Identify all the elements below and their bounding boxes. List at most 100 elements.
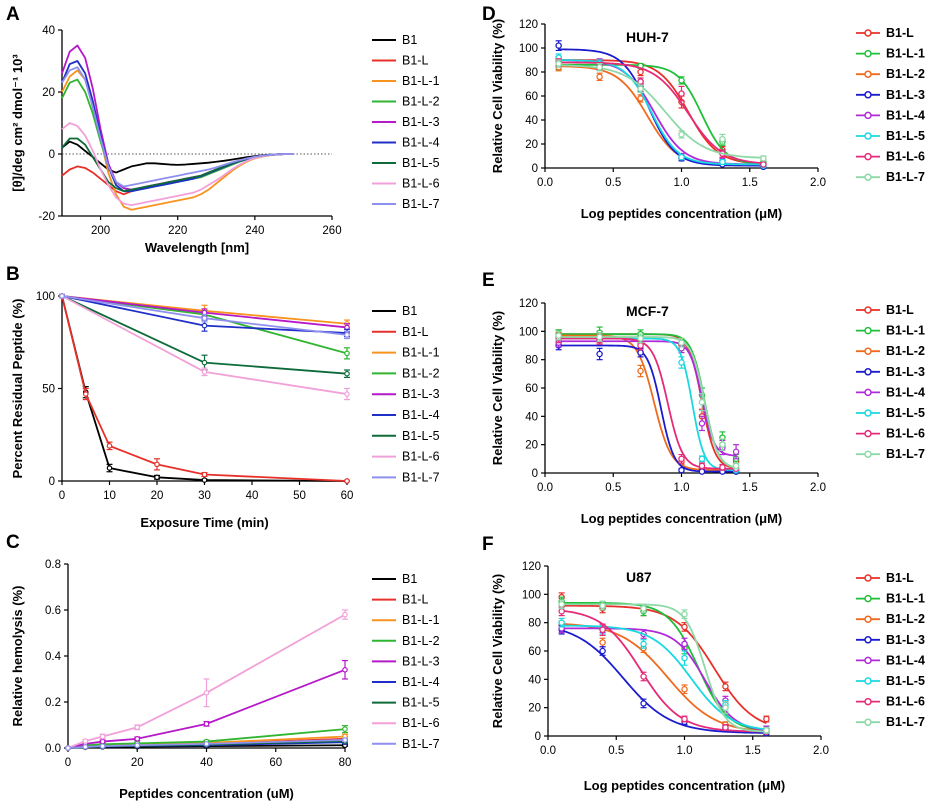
legend-label-b1-l-6: B1-L-6 xyxy=(886,427,925,441)
legend-label-b1-l-7: B1-L-7 xyxy=(886,170,925,184)
legend-marker-b1-l-5 xyxy=(864,409,872,417)
y-tick-label: 0.6 xyxy=(45,605,61,617)
legend-marker-b1-l-4 xyxy=(864,111,872,120)
data-point-b1-l-7 xyxy=(681,610,688,618)
data-point-b1-l-7 xyxy=(760,155,767,162)
data-point-b1-l-6 xyxy=(599,626,606,634)
y-tick-label: 120 xyxy=(522,561,541,573)
y-axis-title: Relative hemolysis (%) xyxy=(10,586,25,727)
x-tick-label: 2.0 xyxy=(810,177,826,189)
y-tick-label: 20 xyxy=(42,87,55,99)
data-point-b1-l-7 xyxy=(698,398,706,406)
legend-label-b1-l: B1-L xyxy=(886,26,914,40)
data-point-b1-l-6 xyxy=(342,611,348,618)
y-tick-label: 0.0 xyxy=(45,743,61,755)
x-tick-label: 0.5 xyxy=(605,177,621,189)
x-axis-title: Log peptides concentration (μM) xyxy=(581,511,783,526)
data-point-b1-l-6 xyxy=(637,78,644,85)
data-point-b1 xyxy=(106,465,113,471)
x-tick-label: 0.0 xyxy=(540,745,556,757)
legend-marker-b1-l-3 xyxy=(864,368,872,376)
data-point-b1-l-7 xyxy=(640,605,647,612)
data-point-b1-l-5 xyxy=(201,359,208,366)
fit-curve-b1-l-3 xyxy=(558,344,737,473)
data-point-b1-l-6 xyxy=(722,724,729,731)
data-point-b1-l-1 xyxy=(678,77,685,84)
x-tick-label: 200 xyxy=(91,225,110,237)
legend-label-b1-l: B1-L xyxy=(886,303,914,317)
x-tick-label: 0.5 xyxy=(605,482,621,494)
x-axis-title: Exposure Time (min) xyxy=(140,515,268,530)
data-point-b1-l-4 xyxy=(732,448,740,455)
x-tick-label: 1.5 xyxy=(745,745,761,757)
data-point-b1-l-6 xyxy=(558,608,565,615)
x-tick-label: 1.0 xyxy=(677,745,693,757)
y-tick-label: 40 xyxy=(525,411,538,423)
data-point-b1-l xyxy=(637,68,644,76)
x-axis-title: Peptides concentration (uM) xyxy=(119,786,294,801)
x-tick-label: 240 xyxy=(245,225,264,237)
data-point-b1-l-7 xyxy=(678,131,685,138)
fit-curve-b1-l-7 xyxy=(558,64,764,159)
fit-curve-b1-l xyxy=(561,604,767,725)
x-tick-label: 260 xyxy=(322,225,341,237)
fit-curve-b1-l-5 xyxy=(561,624,767,731)
y-tick-label: 100 xyxy=(519,43,538,55)
series-line-b1-l-1 xyxy=(61,69,294,211)
data-point-b1-l xyxy=(154,461,160,468)
series-line-b1-l-6 xyxy=(61,122,294,207)
y-tick-label: 50 xyxy=(42,384,55,396)
chart-title: HUH-7 xyxy=(626,29,669,45)
data-point-b1-l-7 xyxy=(203,741,210,747)
data-point-b1-l xyxy=(681,623,688,631)
fit-curve-b1-l-4 xyxy=(558,340,737,457)
panel-a: 200 220 240 260 -20 0 20 40 Wavelength [nm] [θ]/d… xyxy=(6,4,440,255)
legend-marker-b1-l xyxy=(864,29,872,37)
y-axis-title: Relative Cell Viability (%) xyxy=(490,19,505,173)
legend-label-b1-l-3: B1-L-3 xyxy=(886,633,925,647)
x-tick-label: 20 xyxy=(151,490,164,502)
data-point-b1-l xyxy=(106,443,113,449)
legend-label-b1-l-5: B1-L-5 xyxy=(886,129,925,143)
data-point-b1-l-7 xyxy=(134,742,141,749)
y-tick-label: 0 xyxy=(532,468,538,480)
series-line-b1-l xyxy=(61,295,348,482)
legend-label-b1-l-1: B1-L-1 xyxy=(886,324,925,338)
legend-label-b1-l-4: B1-L-4 xyxy=(402,408,440,422)
fit-curve-b1-l-6 xyxy=(558,61,764,165)
x-tick-label: 1.5 xyxy=(742,177,758,189)
data-point-b1-l-5 xyxy=(344,370,350,377)
data-point-b1-l-5 xyxy=(678,153,685,161)
legend-label-b1: B1 xyxy=(402,33,417,47)
legend-label-b1-l-6: B1-L-6 xyxy=(886,695,925,709)
data-point-b1-l-2 xyxy=(637,95,644,102)
data-point-b1 xyxy=(201,477,208,483)
data-point-b1-l-7 xyxy=(732,462,740,470)
data-point-b1-l-5 xyxy=(640,640,647,648)
data-point-b1-l-3 xyxy=(596,350,603,358)
y-tick-label: 20 xyxy=(525,139,538,151)
legend-label-b1-l-4: B1-L-4 xyxy=(402,136,440,150)
fit-curve-b1-l-7 xyxy=(561,603,767,733)
legend-label-b1-l-2: B1-L-2 xyxy=(886,67,925,81)
panel-letter: A xyxy=(6,4,20,25)
fit-curve-b1-l-1 xyxy=(558,333,737,469)
y-tick-label: 20 xyxy=(528,703,541,715)
data-point-b1-l-6 xyxy=(99,733,106,740)
data-point-b1-l-3 xyxy=(640,700,647,707)
legend-label-b1-l: B1-L xyxy=(886,571,914,585)
data-point-b1-l-6 xyxy=(681,715,688,723)
legend-label-b1-l-4: B1-L-4 xyxy=(886,653,925,667)
data-point-b1 xyxy=(154,474,160,481)
y-axis-title: Percent Residual Peptide (%) xyxy=(10,299,25,479)
data-point-b1-l-6 xyxy=(719,464,726,471)
legend-label-b1-l-3: B1-L-3 xyxy=(886,88,925,102)
legend-label-b1-l-5: B1-L-5 xyxy=(402,156,440,170)
fit-curve-b1-l-2 xyxy=(558,334,737,472)
x-tick-label: 40 xyxy=(200,757,213,769)
chart-title: U87 xyxy=(626,569,652,585)
x-tick-label: 1.0 xyxy=(674,177,690,189)
x-tick-label: 1.0 xyxy=(674,482,690,494)
data-point-b1-l-7 xyxy=(637,85,644,93)
x-axis-title: Wavelength [nm] xyxy=(145,240,249,255)
